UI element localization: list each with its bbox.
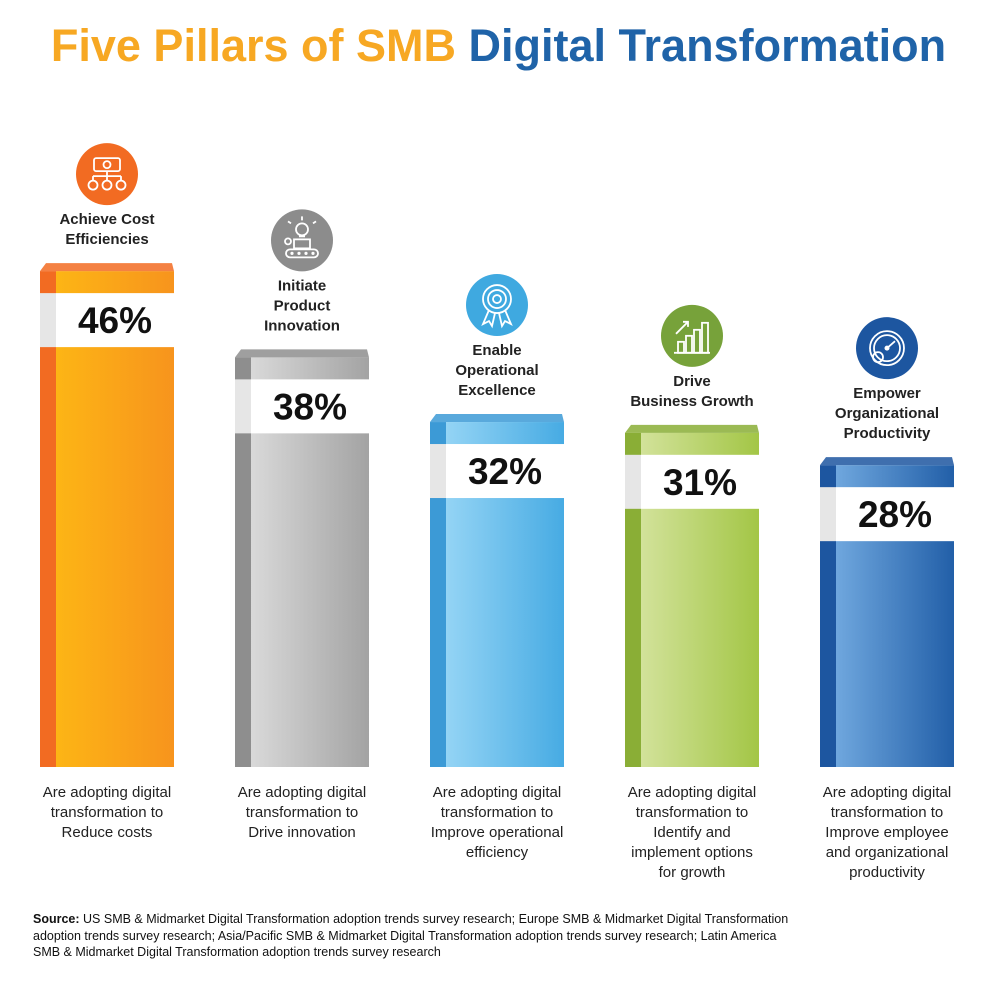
category-label: Excellence [458, 382, 536, 399]
category-label: Drive [673, 373, 711, 390]
bar-group-4: 31% Drive Business Growth Are adopting digi… [625, 304, 759, 881]
value-label: 28% [858, 494, 932, 535]
bar-top [40, 263, 174, 272]
value-label: 46% [78, 300, 152, 341]
bar-chart: 46% Achieve Cost Efficiencies Are adopting … [40, 143, 954, 881]
source-label: Source: [33, 912, 80, 926]
bar-group-2: 38% Initiate Product Innovation Are adopting… [235, 209, 369, 841]
label-band [446, 444, 564, 499]
bar-group-1: 46% Achieve Cost Efficiencies Are adopting … [40, 143, 174, 841]
category-label: Efficiencies [65, 231, 148, 248]
label-band [641, 454, 759, 509]
label-band-side [235, 379, 251, 434]
bar-top [430, 414, 564, 423]
category-label: Operational [455, 362, 538, 379]
bar-side [430, 422, 446, 767]
category-label: Initiate [278, 277, 326, 294]
description-line: transformation to [246, 804, 359, 821]
category-label: Empower [853, 385, 921, 402]
bar-group-3: 32% Enable Operational Excellence Are adopti… [430, 274, 564, 861]
growth-bars-icon [661, 304, 723, 367]
description-line: transformation to [51, 804, 164, 821]
money-hierarchy-icon [76, 143, 138, 206]
description-line: efficiency [466, 844, 529, 861]
description-line: Reduce costs [62, 824, 153, 841]
bar-top [625, 424, 759, 433]
bar [56, 271, 174, 767]
description-line: Are adopting digital [238, 784, 366, 801]
category-label: Enable [472, 342, 521, 359]
description-line: Improve operational [431, 824, 564, 841]
value-label: 32% [468, 451, 542, 492]
description-line: and organizational [826, 844, 949, 861]
bar-side [625, 432, 641, 767]
description-line: productivity [849, 864, 925, 881]
description-line: Are adopting digital [628, 784, 756, 801]
award-ribbon-icon [466, 274, 528, 337]
description-line: Improve employee [825, 824, 948, 841]
speedometer-icon [856, 317, 918, 380]
category-label: Innovation [264, 317, 340, 334]
label-band-side [430, 444, 446, 499]
bar-top [820, 457, 954, 466]
bar-top [235, 349, 369, 358]
category-label: Productivity [844, 425, 931, 442]
description-line: for growth [659, 864, 726, 881]
description-line: Are adopting digital [433, 784, 561, 801]
description-line: transformation to [441, 804, 554, 821]
description-line: implement options [631, 844, 753, 861]
page-title: Five Pillars of SMB Digital Transformati… [0, 20, 997, 72]
label-band-side [40, 293, 56, 348]
description-line: Identify and [653, 824, 731, 841]
title-part-blue: Digital Transformation [468, 20, 947, 71]
label-band [56, 293, 174, 348]
description-line: Are adopting digital [43, 784, 171, 801]
value-label: 38% [273, 386, 347, 427]
description-line: Are adopting digital [823, 784, 951, 801]
description-line: transformation to [831, 804, 944, 821]
label-band [251, 379, 369, 434]
source-note: Source: US SMB & Midmarket Digital Trans… [33, 911, 793, 961]
source-text: US SMB & Midmarket Digital Transformatio… [33, 912, 789, 959]
description-line: transformation to [636, 804, 749, 821]
bar-side [40, 271, 56, 767]
category-label: Achieve Cost [59, 211, 154, 228]
category-label: Business Growth [630, 393, 753, 410]
category-label: Organizational [835, 405, 939, 422]
label-band-side [820, 487, 836, 542]
bar-group-5: 28% Empower Organizational Productivity Are … [820, 317, 954, 881]
description-line: Drive innovation [248, 824, 356, 841]
label-band [836, 487, 954, 542]
label-band-side [625, 454, 641, 509]
value-label: 31% [663, 462, 737, 503]
bar-side [235, 357, 251, 767]
lightbulb-conveyor-icon [271, 209, 333, 272]
title-part-orange: Five Pillars of SMB [50, 20, 457, 71]
category-label: Product [274, 297, 331, 314]
